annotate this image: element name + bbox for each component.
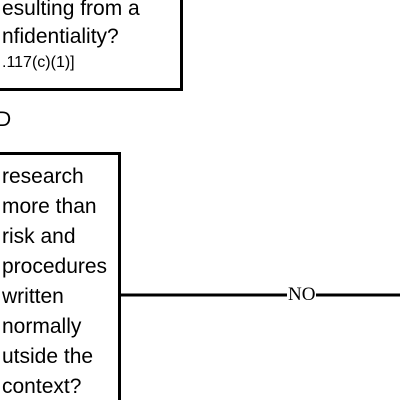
citation-text: .117(c)(1)] [2, 54, 75, 71]
decision-text-line: utside the [2, 345, 94, 368]
decision-text-line: procedures [2, 255, 108, 278]
decision-box-confidentiality [0, 0, 183, 91]
decision-text-line: written [2, 285, 64, 308]
decision-text-line: risk and [2, 225, 76, 248]
decision-text-line: more than [2, 195, 97, 218]
connector-no-label: NO [287, 284, 317, 306]
decision-box-minimal-risk [0, 152, 121, 400]
decision-text-line: research [2, 165, 84, 188]
decision-text-line: nfidentiality? [2, 25, 119, 48]
decision-text-line: context? [2, 375, 82, 398]
decision-text-line: normally [2, 315, 82, 338]
decision-text-line: esulting from a [2, 0, 140, 20]
flow-label-partial: D [0, 108, 12, 131]
